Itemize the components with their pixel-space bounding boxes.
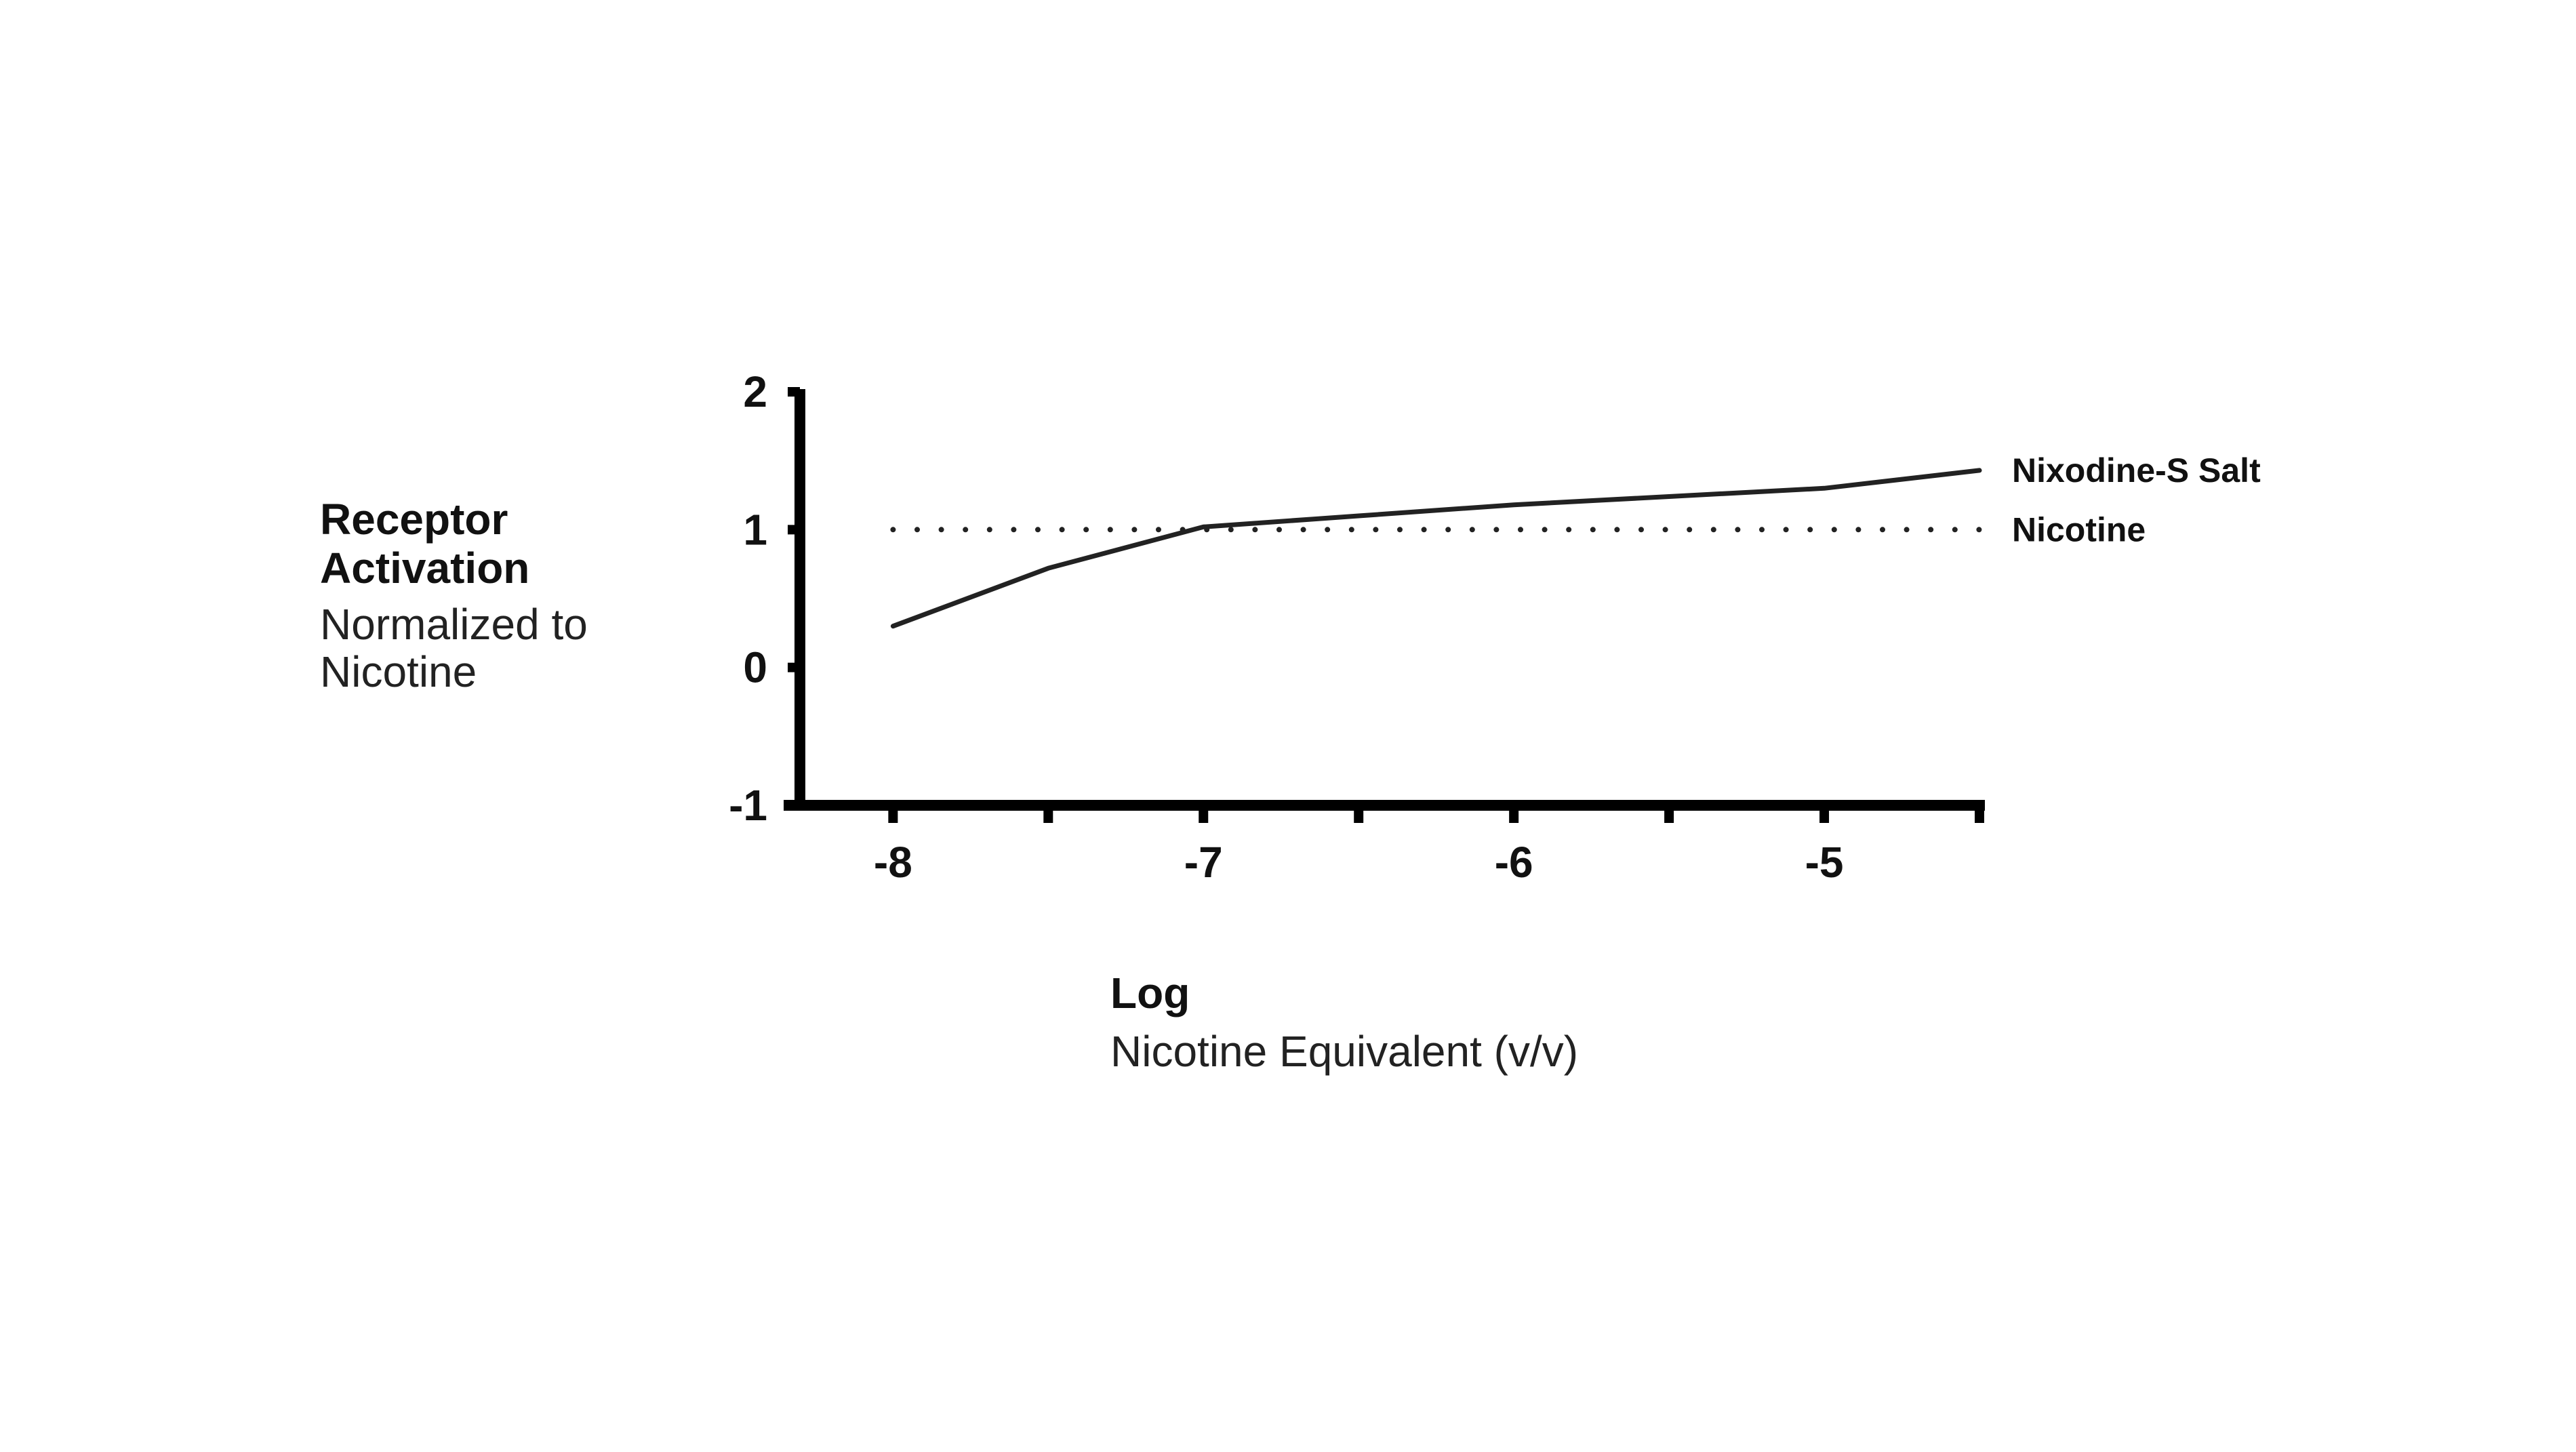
y-tick-label: -1 <box>729 781 767 830</box>
x-tick-label: -5 <box>1805 838 1844 887</box>
series-label-layer: Nixodine-S Salt Nicotine <box>2012 451 2261 548</box>
x-axis-label-main: Log <box>1110 969 1190 1017</box>
series-label: Nixodine-S Salt <box>2012 451 2261 489</box>
x-axis-label: Log Nicotine Equivalent (v/v) <box>1110 966 1924 1078</box>
y-tick-label: 0 <box>743 643 767 692</box>
y-axis-label-sub: Normalized to Nicotine <box>320 600 588 696</box>
x-tick-label: -8 <box>874 838 912 887</box>
y-tick-label: 1 <box>743 505 767 554</box>
y-tick-label: 2 <box>743 367 767 416</box>
y-axis-label-main: Receptor Activation <box>320 495 530 592</box>
x-tick-label: -6 <box>1495 838 1533 887</box>
tick-label-layer: 2 1 0 -1 -8 -7 -6 -5 <box>729 367 1843 887</box>
series-label: Nicotine <box>2012 510 2146 548</box>
x-axis-label-sub: Nicotine Equivalent (v/v) <box>1110 1027 1579 1076</box>
y-axis-label: Receptor Activation Normalized to Nicoti… <box>320 495 700 695</box>
x-tick-label: -7 <box>1184 838 1223 887</box>
series-line-nixodine-s-salt <box>890 468 1982 629</box>
axes-layer <box>784 387 1985 823</box>
series-layer <box>890 468 1982 629</box>
